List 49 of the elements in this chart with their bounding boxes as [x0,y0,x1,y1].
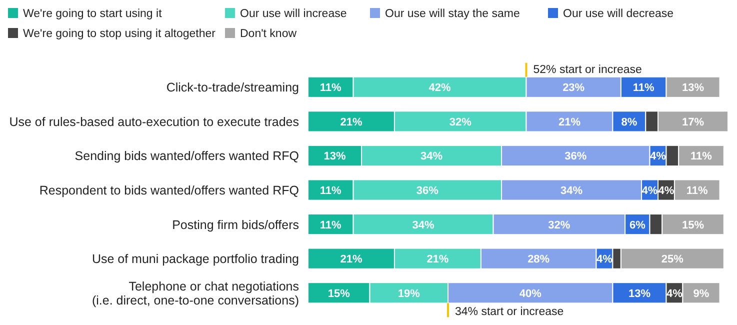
y-tick-label: Click-to-trade/streaming [166,80,300,95]
data-label: 17% [682,116,704,128]
legend-label: We're going to start using it [23,8,163,20]
annotation: 52% start or increase [533,64,642,76]
data-label: 11% [320,219,342,232]
data-label: 11% [320,82,342,94]
data-label: 8% [621,116,638,128]
data-label: 34% [420,150,443,163]
data-label: 11% [632,82,655,94]
data-label: 28% [528,254,550,266]
data-label: 21% [426,254,449,266]
legend-label: Our use will stay the same [385,8,520,20]
data-label: 11% [320,185,342,197]
legend-label: We're going to stop using it altogether [23,28,216,40]
data-label: 25% [661,254,684,266]
data-label: 32% [548,219,570,232]
y-tick-label: Use of muni package portfolio trading [92,252,300,266]
data-label: 15% [328,288,350,300]
y-tick-label: Use of rules-based auto-execution to execute trades [9,114,299,129]
data-label: 23% [562,82,585,94]
y-tick-label: Sending bids wanted/offers wanted RFQ [74,149,300,164]
data-label: 34% [412,219,435,232]
data-label: 13% [324,150,346,163]
y-tick-label: Telephone or chat negotiations (i.e. direct, one-to-one conversations) [92,279,299,308]
data-label: 11% [686,185,708,197]
data-label: 40% [519,288,542,300]
y-tick-label: Respondent to bids wanted/offers wanted RFQ [39,184,300,198]
data-label: 19% [398,288,420,300]
data-label: 42% [428,82,451,94]
y-tick-label: Posting firm bids/offers [172,218,299,232]
data-label: 21% [340,116,362,128]
data-label: 11% [690,150,712,163]
data-label: 4% [642,185,658,197]
data-label: 9% [693,288,710,300]
data-label: 4% [658,185,674,197]
legend-label: Our use will increase [240,8,347,20]
legend-label: Don't know [240,28,298,40]
data-label: 21% [558,116,581,128]
data-label: 34% [560,185,583,197]
data-label: 15% [682,219,704,232]
data-label: 36% [416,185,439,197]
data-label: 21% [340,254,362,266]
data-label: 32% [449,116,472,128]
data-label: 13% [628,288,651,300]
legend-label: Our use will decrease [563,8,674,20]
data-label: 36% [564,150,587,163]
annotation: 34% start or increase [455,306,564,318]
data-label: 6% [629,219,646,232]
data-label: 13% [682,82,704,94]
